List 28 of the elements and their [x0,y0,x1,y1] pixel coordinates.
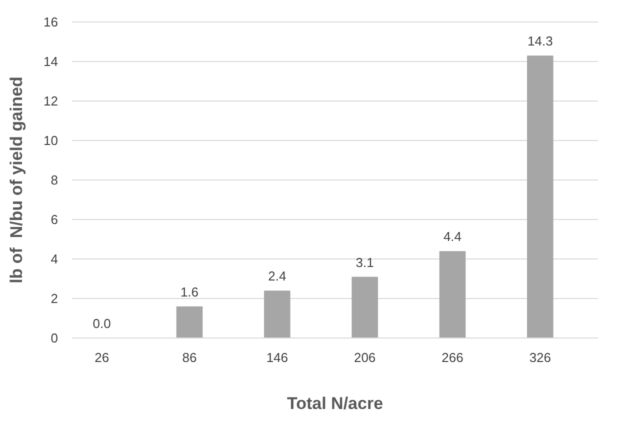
x-tick-label: 146 [266,350,288,365]
x-tick-label: 206 [354,350,376,365]
data-label: 1.6 [180,284,199,300]
y-tick-label: 2 [50,291,58,306]
y-tick-label: 16 [44,14,58,30]
data-label: 14.3 [528,34,553,49]
y-tick-label: 0 [50,330,58,346]
y-tick-label: 8 [50,172,58,188]
y-tick-label: 6 [50,212,58,228]
data-label: 0.0 [92,316,111,331]
x-tick-label: 26 [94,350,110,365]
x-tick-label: 326 [529,350,552,365]
bar [176,306,203,338]
y-axis-title: lb of N/bu of yield gained [7,76,26,284]
bar [264,290,290,338]
x-tick-label: 266 [442,350,464,365]
x-tick-label: 86 [182,350,197,365]
x-axis-title: Total N/acre [286,394,384,413]
bar [352,276,378,338]
y-tick-label: 4 [50,252,58,267]
data-label: 4.4 [443,229,462,244]
y-tick-label: 10 [44,133,58,148]
data-label: 2.4 [268,268,286,284]
y-tick-label: 12 [44,94,58,109]
bar [527,56,554,338]
data-label: 3.1 [356,254,374,270]
y-tick-label: 14 [44,54,58,70]
bar [439,251,466,338]
